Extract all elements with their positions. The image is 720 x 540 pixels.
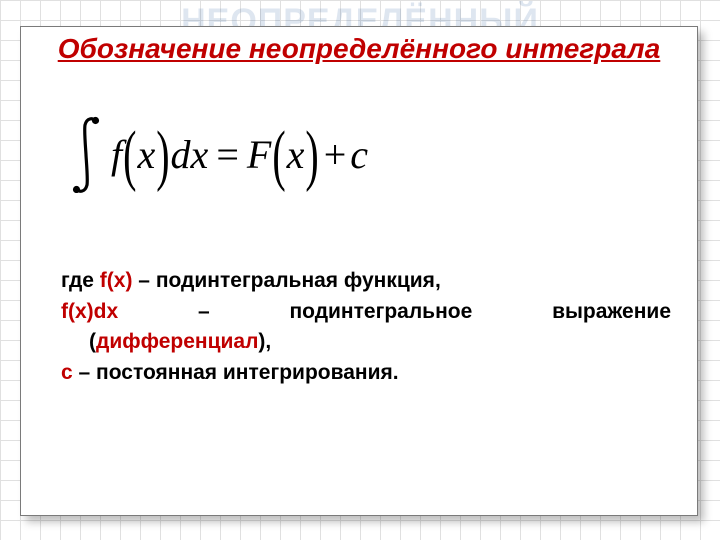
desc-l1-post: – подинтегральная функция, <box>132 269 440 292</box>
integral-sign-icon <box>69 115 103 193</box>
formula-x-2: x <box>287 131 305 178</box>
formula-rparen-2: ) <box>305 114 318 194</box>
formula-dx: dx <box>171 131 209 178</box>
formula-f: f <box>111 131 122 178</box>
desc-line-2: f(x)dx – подинтегральное выражение <box>61 297 671 327</box>
formula-plus: + <box>324 131 347 178</box>
desc-paren-open: ( <box>89 330 96 353</box>
formula-cap-f: F <box>247 131 271 178</box>
slide-frame: Обозначение неопределённого интеграла f … <box>20 26 698 516</box>
desc-l2-w1: подинтегральное <box>289 297 472 327</box>
formula-lparen-2: ( <box>272 114 285 194</box>
slide-title: Обозначение неопределённого интеграла <box>21 27 697 69</box>
desc-diff-word: дифференциал <box>96 330 258 353</box>
desc-l2-dash: – <box>198 297 210 327</box>
desc-term-fxdx: f(x)dx <box>61 297 118 327</box>
desc-line-3: (дифференциал), <box>61 327 677 357</box>
integral-formula: f ( x ) dx = F ( x ) + c <box>69 115 368 193</box>
formula-x-1: x <box>137 131 155 178</box>
desc-term-fx: f(x) <box>100 269 133 292</box>
desc-l2-w2: выражение <box>552 297 671 327</box>
description-block: где f(x) – подинтегральная функция, f(x)… <box>21 210 697 388</box>
formula-c: c <box>350 131 368 178</box>
formula-region: f ( x ) dx = F ( x ) + c <box>21 69 697 210</box>
desc-paren-close: ), <box>258 330 271 353</box>
formula-rparen-1: ) <box>156 114 169 194</box>
desc-differential: (дифференциал), <box>89 330 271 353</box>
desc-line-1: где f(x) – подинтегральная функция, <box>61 266 677 296</box>
desc-line-4: с – постоянная интегрирования. <box>61 358 677 388</box>
desc-l4-post: – постоянная интегрирования. <box>73 361 399 384</box>
formula-equals: = <box>216 131 239 178</box>
desc-term-c: с <box>61 361 73 384</box>
desc-l1-pre: где <box>61 269 100 292</box>
formula-lparen-1: ( <box>123 114 136 194</box>
